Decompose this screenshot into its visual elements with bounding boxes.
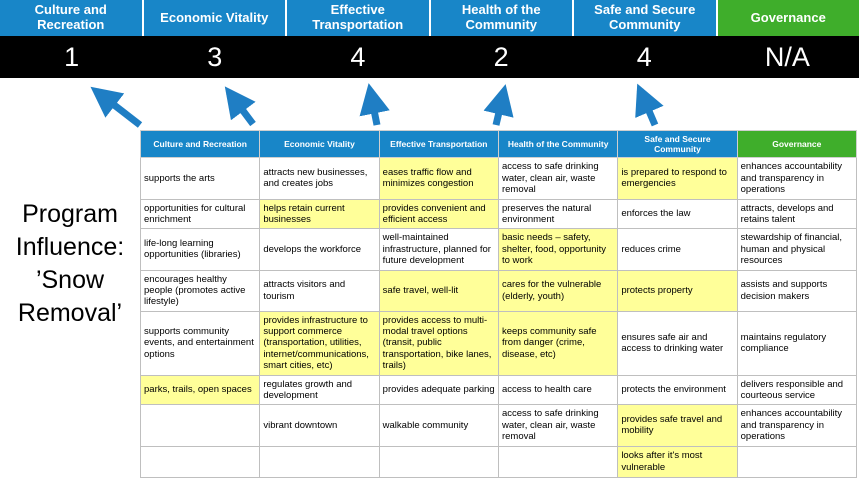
matrix-cell: ensures safe air and access to drinking … (618, 311, 737, 375)
pillar-header: Health of the Community (431, 0, 573, 36)
matrix-column-header: Safe and Secure Community (618, 131, 737, 158)
matrix-cell: opportunities for cultural enrichment (141, 199, 260, 229)
matrix-cell: delivers responsible and courteous servi… (737, 375, 856, 405)
table-row: looks after it's most vulnerable (141, 446, 857, 477)
influence-arrow (370, 90, 377, 125)
matrix-cell (141, 405, 260, 446)
main-area: Program Influence: ’Snow Removal’ Cultur… (0, 130, 859, 478)
pillar-score: 3 (143, 36, 286, 78)
pillar-score: N/A (716, 36, 859, 78)
matrix-cell: provides convenient and efficient access (379, 199, 498, 229)
pillar-score: 4 (286, 36, 429, 78)
matrix-cell: develops the workforce (260, 229, 379, 270)
matrix-cell: provides access to multi-modal travel op… (379, 311, 498, 375)
matrix-cell: basic needs – safety, shelter, food, opp… (498, 229, 617, 270)
matrix-cell: encourages healthy people (promotes acti… (141, 270, 260, 311)
program-title: Program Influence: ’Snow Removal’ (0, 198, 140, 330)
matrix-cell: enhances accountability and transparency… (737, 158, 856, 199)
matrix-cell (141, 446, 260, 477)
matrix-cell: looks after it's most vulnerable (618, 446, 737, 477)
matrix-cell: walkable community (379, 405, 498, 446)
matrix-cell (498, 446, 617, 477)
pillar-score: 4 (573, 36, 716, 78)
matrix-cell: regulates growth and development (260, 375, 379, 405)
matrix-cell: provides safe travel and mobility (618, 405, 737, 446)
matrix-cell: is prepared to respond to emergencies (618, 158, 737, 199)
pillar-header: Governance (718, 0, 859, 36)
matrix-cell: protects the environment (618, 375, 737, 405)
pillar-header: Effective Transportation (287, 0, 429, 36)
matrix-cell: attracts visitors and tourism (260, 270, 379, 311)
matrix-cell: access to safe drinking water, clean air… (498, 158, 617, 199)
matrix-cell: well-maintained infrastructure, planned … (379, 229, 498, 270)
matrix-cell (260, 446, 379, 477)
matrix-column-header: Governance (737, 131, 856, 158)
pillar-header: Culture and Recreation (0, 0, 142, 36)
matrix-cell: provides infrastructure to support comme… (260, 311, 379, 375)
matrix-cell (379, 446, 498, 477)
matrix-cell: life-long learning opportunities (librar… (141, 229, 260, 270)
matrix-column-header: Economic Vitality (260, 131, 379, 158)
matrix-cell: stewardship of financial, human and phys… (737, 229, 856, 270)
influence-arrow (96, 91, 140, 125)
matrix-cell: parks, trails, open spaces (141, 375, 260, 405)
pillar-score: 1 (0, 36, 143, 78)
pillar-score: 2 (430, 36, 573, 78)
influence-arrow (640, 90, 655, 125)
matrix-cell: maintains regulatory compliance (737, 311, 856, 375)
matrix-cell: cares for the vulnerable (elderly, youth… (498, 270, 617, 311)
matrix-column-header: Culture and Recreation (141, 131, 260, 158)
arrow-band (0, 78, 859, 130)
matrix-cell: safe travel, well-lit (379, 270, 498, 311)
matrix-cell: access to health care (498, 375, 617, 405)
matrix-cell: enhances accountability and transparency… (737, 405, 856, 446)
matrix-cell: keeps community safe from danger (crime,… (498, 311, 617, 375)
matrix-cell: attracts new businesses, and creates job… (260, 158, 379, 199)
matrix-cell: reduces crime (618, 229, 737, 270)
matrix-cell: supports the arts (141, 158, 260, 199)
matrix-cell: preserves the natural environment (498, 199, 617, 229)
table-row: encourages healthy people (promotes acti… (141, 270, 857, 311)
matrix-cell: assists and supports decision makers (737, 270, 856, 311)
matrix-cell: helps retain current businesses (260, 199, 379, 229)
matrix-cell: provides adequate parking (379, 375, 498, 405)
matrix-cell: eases traffic flow and minimizes congest… (379, 158, 498, 199)
arrows-graphic (0, 78, 859, 130)
matrix-cell: attracts, develops and retains talent (737, 199, 856, 229)
matrix-column-header: Effective Transportation (379, 131, 498, 158)
matrix-cell: enforces the law (618, 199, 737, 229)
table-row: supports community events, and entertain… (141, 311, 857, 375)
matrix-cell: vibrant downtown (260, 405, 379, 446)
matrix-cell: supports community events, and entertain… (141, 311, 260, 375)
matrix-cell (737, 446, 856, 477)
pillar-header: Economic Vitality (144, 0, 286, 36)
matrix-cell: protects property (618, 270, 737, 311)
table-row: life-long learning opportunities (librar… (141, 229, 857, 270)
influence-arrow (229, 92, 253, 124)
matrix-column-header: Health of the Community (498, 131, 617, 158)
matrix-cell: access to safe drinking water, clean air… (498, 405, 617, 446)
pillar-header: Safe and Secure Community (574, 0, 716, 36)
influence-arrow (496, 91, 504, 125)
